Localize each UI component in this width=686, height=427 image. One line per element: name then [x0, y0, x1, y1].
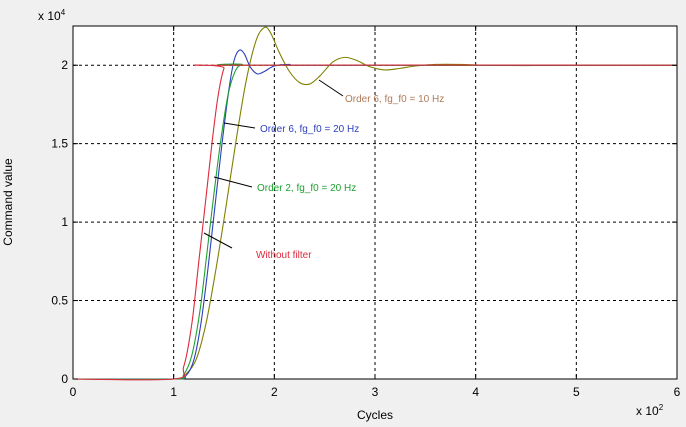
y-tick-label: 2 [61, 58, 68, 72]
annotation-label: Order 2, fg_f0 = 20 Hz [257, 183, 356, 194]
annotation-label: Order 6, fg_f0 = 20 Hz [260, 124, 359, 135]
series-line-4 [72, 26, 678, 380]
annotation-leader [318, 79, 344, 97]
x-tick-label: 1 [170, 385, 177, 399]
y-tick-label: 1.5 [51, 137, 68, 151]
series-line-1 [72, 64, 678, 381]
annotation-label: Order 6, fg_f0 = 10 Hz [345, 94, 444, 105]
x-tick-label: 6 [674, 385, 681, 399]
x-axis-multiplier: x 102 [636, 403, 664, 418]
y-axis-label: Command value [1, 158, 15, 246]
x-tick-label: 0 [70, 385, 77, 399]
annotation-leader [223, 122, 256, 129]
x-axis-label: Cycles [357, 408, 393, 422]
y-tick-label: 0.5 [51, 294, 68, 308]
annotations: Without filter Order 2, fg_f0 = 20 Hz Orde… [203, 79, 444, 261]
annotation-label: Without filter [256, 250, 312, 261]
series-line-3 [72, 49, 678, 380]
ticks: 0 1 2 3 4 5 6 0 0.5 1 1.5 2 [51, 26, 681, 399]
x-tick-label: 2 [271, 385, 278, 399]
y-axis-multiplier: x 104 [38, 8, 66, 23]
x-tick-label: 4 [472, 385, 479, 399]
x-tick-label: 3 [372, 385, 379, 399]
annotation-leader [203, 232, 233, 249]
y-tick-label: 0 [61, 372, 68, 386]
series-layer [72, 26, 678, 381]
annotation-leader [213, 176, 253, 188]
x-tick-label: 5 [573, 385, 580, 399]
y-tick-label: 1 [61, 215, 68, 229]
